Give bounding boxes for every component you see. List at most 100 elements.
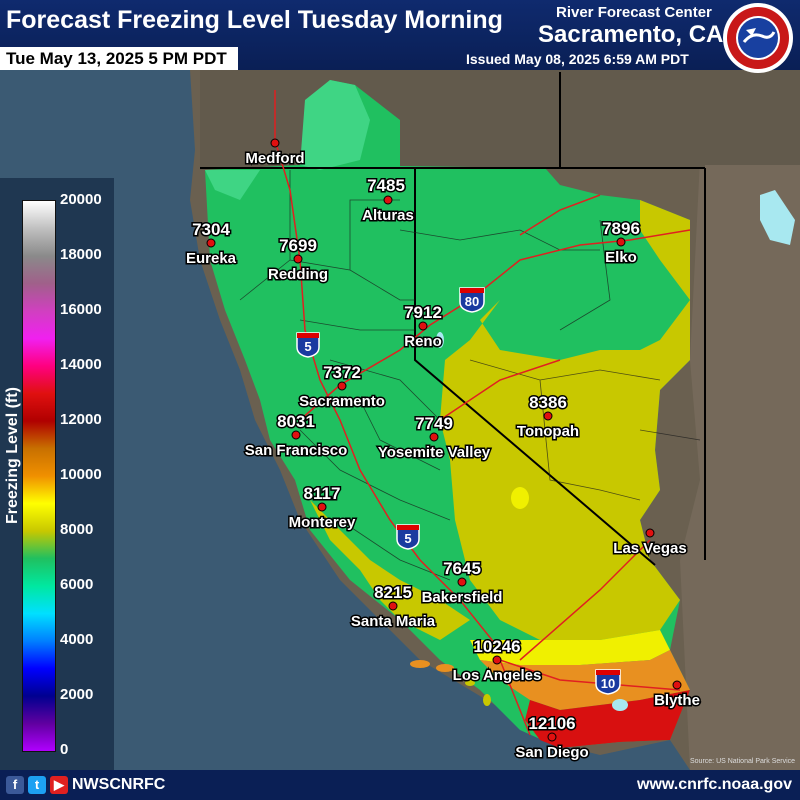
- city-marker: 7304 Eureka: [184, 219, 238, 269]
- image-credit: Source: US National Park Service: [690, 758, 796, 765]
- city-dot: [616, 237, 626, 247]
- city-name: Sacramento: [299, 393, 385, 410]
- city-name: Medford: [245, 150, 304, 167]
- valid-time: Tue May 13, 2025 5 PM PDT: [6, 49, 227, 68]
- city-marker: 12106 San Diego: [514, 713, 590, 763]
- agency-name: River Forecast Center: [556, 4, 712, 21]
- city-marker: 7896 Elko: [601, 218, 642, 268]
- terrain-shading: [680, 160, 800, 770]
- interstate-label: 5: [404, 531, 411, 546]
- zone-mint-coast: [205, 170, 260, 200]
- lake-tahoe: [436, 332, 444, 348]
- legend-tick-label: 20000: [60, 191, 102, 208]
- zone-yellow: [470, 630, 670, 665]
- issued-time: Issued May 08, 2025 6:59 AM PDT: [466, 51, 689, 67]
- city-dot: [293, 254, 303, 264]
- interstate-80-shield: 80: [459, 287, 485, 313]
- legend-tick-label: 4000: [60, 631, 94, 648]
- city-dot: [270, 138, 280, 148]
- city-dot: [547, 732, 557, 742]
- nws-logo-icon: [723, 3, 793, 73]
- freezing-level-value: 7645: [443, 559, 481, 578]
- salton-sea: [612, 699, 628, 711]
- city-marker: 8386 Tonopah: [515, 392, 580, 442]
- city-marker: 7699 Redding: [267, 235, 330, 285]
- social-handle[interactable]: NWSCNRFC: [72, 776, 166, 793]
- legend-label: Freezing Level (ft): [4, 387, 21, 524]
- legend-tick-label: 6000: [60, 576, 94, 593]
- footer-bar: [0, 770, 800, 800]
- legend-panel: [0, 178, 114, 770]
- city-marker: 8215 Santa Maria: [349, 582, 437, 632]
- city-marker: 7749 Yosemite Valley: [376, 413, 492, 463]
- legend-tick-label: 14000: [60, 356, 102, 373]
- city-dot: [429, 432, 439, 442]
- city-name: Yosemite Valley: [378, 444, 491, 461]
- city-name: Reno: [404, 333, 442, 350]
- youtube-icon[interactable]: ▶: [50, 776, 68, 794]
- office-location: Sacramento, CA: [538, 21, 724, 48]
- city-dot: [418, 321, 428, 331]
- freezing-level-value: 10246: [473, 637, 520, 656]
- freezing-level-value: 7912: [404, 303, 442, 322]
- city-dot: [337, 381, 347, 391]
- county-borders: [239, 170, 701, 581]
- freezing-level-value: 7896: [602, 219, 640, 238]
- city-dot: [672, 680, 682, 690]
- website-link[interactable]: www.cnrfc.noaa.gov: [637, 776, 792, 793]
- city-name: Eureka: [186, 250, 237, 267]
- city-name: Monterey: [289, 514, 356, 531]
- valid-time-bar: [0, 47, 238, 70]
- legend-tick-label: 16000: [60, 301, 102, 318]
- freezing-level-value: 8117: [304, 484, 341, 503]
- legend-tick-label: 0: [60, 741, 69, 758]
- zone-olive-coast: [310, 500, 470, 640]
- zone-olive: [440, 200, 690, 640]
- freezing-level-value: 7372: [323, 363, 361, 382]
- light-spot: [511, 487, 529, 509]
- freezing-level-value: 7699: [279, 236, 317, 255]
- city-dot: [206, 238, 216, 248]
- map-title: Forecast Freezing Level Tuesday Morning: [6, 6, 503, 34]
- freezing-level-value: 7304: [192, 220, 230, 239]
- city-name: Elko: [605, 249, 637, 266]
- legend-tick-label: 18000: [60, 246, 102, 263]
- city-name: Las Vegas: [613, 540, 686, 557]
- city-marker: 8117 Monterey: [287, 483, 357, 533]
- city-marker: 7912 Reno: [403, 302, 444, 352]
- city-dot: [317, 502, 327, 512]
- interstate-label: 80: [465, 294, 479, 309]
- interstate-10-shield: 10: [595, 669, 621, 695]
- state-borders: [200, 72, 706, 566]
- facebook-icon[interactable]: f: [6, 776, 24, 794]
- city-dot: [457, 577, 467, 587]
- city-marker: Blythe: [653, 680, 701, 711]
- island: [410, 660, 430, 668]
- city-marker: 7372 Sacramento: [298, 362, 387, 412]
- city-markers: Medford7485Alturas7304Eureka7699Redding7…: [184, 138, 701, 763]
- city-dot: [645, 528, 655, 538]
- city-marker: 8031 San Francisco: [243, 411, 349, 461]
- city-name: Redding: [268, 266, 328, 283]
- interstate-label: 5: [304, 339, 311, 354]
- city-name: Bakersfield: [422, 589, 503, 606]
- freezing-level-value: 8215: [374, 583, 412, 602]
- legend-tick-label: 8000: [60, 521, 94, 538]
- zone-red: [525, 690, 690, 748]
- freezing-level-map: 80 5 5 10 Medford 7485 Alturas 7304 Eureka 76…: [0, 70, 800, 770]
- city-dot: [388, 601, 398, 611]
- city-marker: 7645 Bakersfield: [420, 558, 504, 608]
- city-name: San Diego: [515, 744, 588, 761]
- freezing-level-value: 12106: [528, 714, 575, 733]
- island: [465, 680, 475, 686]
- freezing-level-value: 8386: [529, 393, 567, 412]
- legend-tick-label: 10000: [60, 466, 102, 483]
- twitter-icon[interactable]: t: [28, 776, 46, 794]
- city-dot: [291, 430, 301, 440]
- legend-tick-label: 12000: [60, 411, 102, 428]
- city-dot: [383, 195, 393, 205]
- interstate-label: 10: [601, 676, 615, 691]
- city-marker: 10246 Los Angeles: [451, 636, 543, 686]
- interstate-5-shield: 5: [396, 524, 420, 550]
